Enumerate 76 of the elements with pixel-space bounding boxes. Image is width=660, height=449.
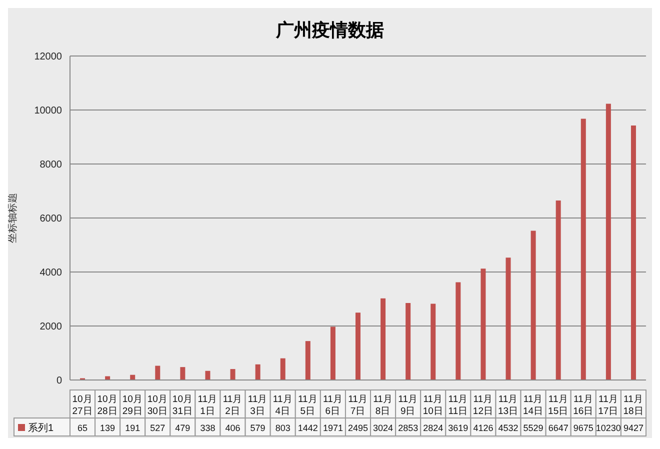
data-label: 406 (225, 423, 240, 433)
data-label: 191 (125, 423, 140, 433)
x-tick-label: 11月4日 (272, 394, 293, 417)
x-tick-label: 11月12日 (472, 394, 494, 417)
data-label: 3619 (448, 423, 468, 433)
bar (380, 298, 386, 380)
bar (580, 118, 586, 380)
x-tick-label: 11月8日 (373, 394, 393, 417)
bar (355, 312, 360, 380)
bar (606, 104, 611, 380)
legend-label: 系列1 (28, 422, 54, 434)
bar (255, 364, 260, 380)
bar (430, 304, 436, 380)
data-label: 4532 (498, 423, 518, 433)
data-label: 2495 (348, 423, 368, 433)
data-label: 65 (78, 423, 88, 433)
y-tick-label: 10000 (34, 106, 62, 117)
bar (406, 302, 411, 380)
x-tick-label: 11月18日 (623, 394, 644, 417)
chart-title: 广州疫情数据 (274, 19, 385, 43)
x-tick-label: 11月2日 (222, 394, 243, 417)
bar (480, 268, 486, 380)
bar (330, 326, 336, 380)
y-tick-label: 0 (56, 376, 62, 387)
x-tick-label: 11月1日 (198, 394, 218, 417)
bar (305, 341, 310, 380)
x-tick-label: 11月16日 (573, 394, 594, 417)
data-label: 9675 (573, 423, 594, 433)
bar (556, 200, 561, 380)
x-tick-label: 11月17日 (598, 394, 619, 417)
x-tick-label: 11月15日 (548, 394, 569, 417)
y-tick-label: 12000 (34, 52, 62, 63)
data-label: 2824 (423, 423, 444, 433)
x-tick-label: 11月7日 (348, 394, 368, 417)
bar (180, 367, 186, 380)
data-label: 2853 (398, 423, 418, 433)
x-tick-label: 11月5日 (298, 394, 318, 417)
y-tick-label: 4000 (40, 268, 62, 279)
bar (530, 230, 536, 380)
x-tick-label: 10月29日 (122, 394, 143, 417)
x-tick-label: 11月13日 (498, 394, 519, 417)
data-label: 527 (150, 423, 166, 433)
bar (506, 258, 511, 380)
x-tick-label: 11月10日 (422, 394, 444, 417)
data-label: 1971 (322, 423, 343, 433)
x-tick-label: 10月28日 (97, 394, 118, 417)
bar (155, 366, 160, 380)
y-tick-label: 2000 (40, 322, 62, 333)
data-label: 5529 (523, 423, 544, 433)
x-tick-label: 11月14日 (523, 394, 544, 417)
data-label: 9427 (623, 423, 644, 433)
y-tick-label: 6000 (40, 214, 62, 225)
data-label: 139 (100, 423, 116, 433)
data-label: 4126 (473, 423, 494, 433)
x-tick-label: 11月3日 (248, 394, 268, 417)
bar (280, 358, 286, 380)
x-tick-label: 10月31日 (172, 394, 193, 417)
data-label: 3024 (373, 423, 394, 433)
x-tick-label: 11月11日 (448, 394, 468, 417)
data-label: 338 (200, 423, 216, 433)
x-tick-label: 11月9日 (398, 394, 418, 417)
data-label: 10230 (596, 423, 621, 433)
data-label: 479 (175, 423, 190, 433)
data-label: 803 (275, 423, 290, 433)
bar (205, 370, 210, 380)
x-tick-label: 10月30日 (147, 394, 168, 417)
x-tick-label: 11月6日 (323, 394, 343, 417)
bar (456, 282, 461, 380)
x-tick-label: 10月27日 (72, 394, 93, 417)
bar (230, 369, 236, 380)
y-tick-label: 8000 (40, 160, 62, 171)
bar (105, 376, 110, 380)
bar (630, 125, 636, 380)
data-label: 6647 (548, 423, 568, 433)
data-label: 1442 (298, 423, 318, 433)
data-label: 579 (250, 423, 266, 433)
